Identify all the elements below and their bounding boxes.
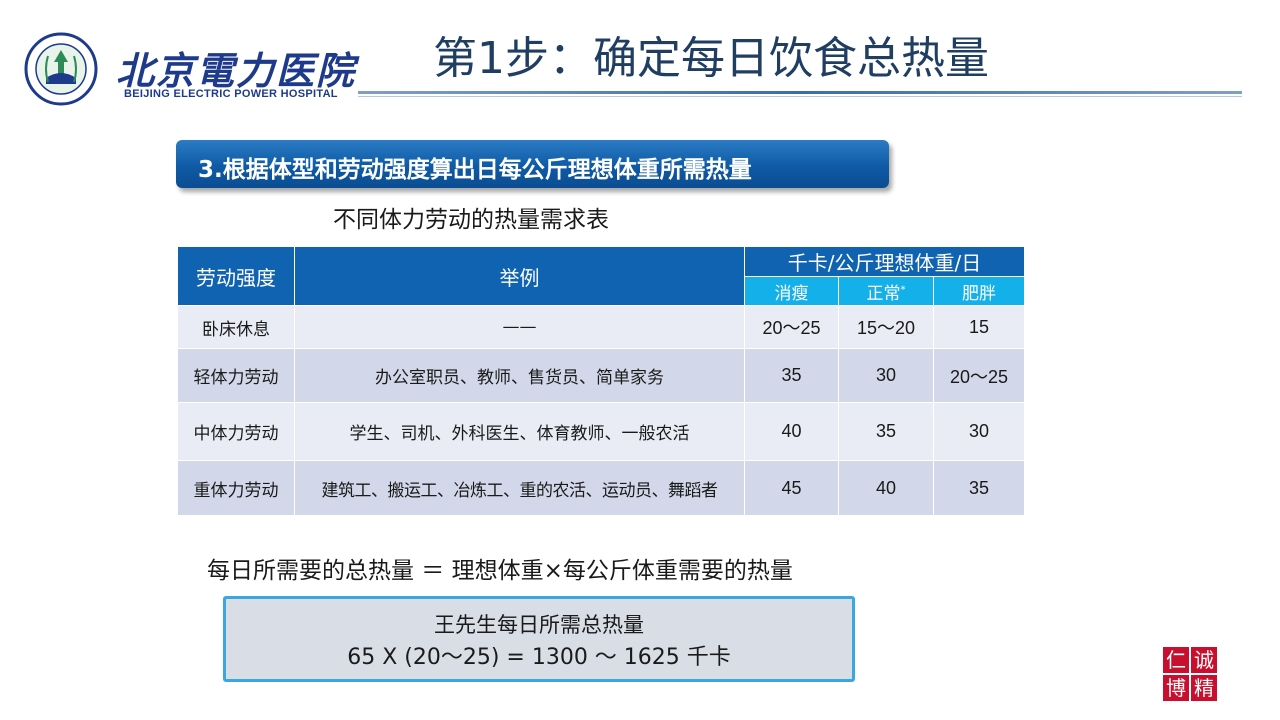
table-row: 轻体力劳动 办公室职员、教师、售货员、简单家务 35 30 20～25 <box>177 348 1025 403</box>
title-divider-thin <box>358 96 1242 97</box>
motto-seal: 仁 诚 博 精 <box>1163 647 1217 701</box>
cell-normal: 35 <box>838 402 934 461</box>
result-title: 王先生每日所需总热量 <box>434 613 644 637</box>
page-title: 第1步：确定每日饮食总热量 <box>433 33 989 84</box>
hospital-emblem-icon <box>24 32 98 106</box>
header-normal: 正常* <box>838 276 934 306</box>
cell-example: 建筑工、搬运工、冶炼工、重的农活、运动员、舞蹈者 <box>294 460 745 516</box>
seal-char: 诚 <box>1191 647 1217 673</box>
result-box: 王先生每日所需总热量 65 X (20～25) = 1300 ～ 1625 千卡 <box>223 596 855 682</box>
cell-example: 办公室职员、教师、售货员、简单家务 <box>294 348 745 403</box>
cell-fat: 15 <box>933 305 1025 349</box>
hospital-name-cn: 北京電力医院 <box>116 48 357 93</box>
cell-thin: 45 <box>744 460 839 516</box>
cell-intensity: 卧床休息 <box>177 305 295 349</box>
header-normal-mark: * <box>900 283 906 295</box>
table-caption: 不同体力劳动的热量需求表 <box>333 207 609 233</box>
cell-thin: 40 <box>744 402 839 461</box>
calorie-table: 劳动强度 举例 千卡/公斤理想体重/日 消瘦 正常* 肥胖 卧床休息 —— 20… <box>177 246 1025 516</box>
cell-intensity: 中体力劳动 <box>177 402 295 461</box>
table-row: 重体力劳动 建筑工、搬运工、冶炼工、重的农活、运动员、舞蹈者 45 40 35 <box>177 460 1025 516</box>
header-fat: 肥胖 <box>933 276 1025 306</box>
cell-normal: 15～20 <box>838 305 934 349</box>
cell-fat: 30 <box>933 402 1025 461</box>
seal-char: 博 <box>1163 675 1189 701</box>
cell-intensity: 重体力劳动 <box>177 460 295 516</box>
hospital-name-en: BEIJING ELECTRIC POWER HOSPITAL <box>124 88 338 100</box>
table-row: 卧床休息 —— 20～25 15～20 15 <box>177 305 1025 349</box>
section-banner-text: 3.根据体型和劳动强度算出日每公斤理想体重所需热量 <box>198 157 752 183</box>
cell-example: —— <box>294 305 745 349</box>
cell-thin: 35 <box>744 348 839 403</box>
cell-example: 学生、司机、外科医生、体育教师、一般农活 <box>294 402 745 461</box>
cell-normal: 30 <box>838 348 934 403</box>
cell-normal: 40 <box>838 460 934 516</box>
header-intensity: 劳动强度 <box>177 246 295 306</box>
cell-thin: 20～25 <box>744 305 839 349</box>
header-example: 举例 <box>294 246 745 306</box>
cell-intensity: 轻体力劳动 <box>177 348 295 403</box>
cell-fat: 20～25 <box>933 348 1025 403</box>
header-unit: 千卡/公斤理想体重/日 <box>744 246 1025 277</box>
formula-text: 每日所需要的总热量 ＝ 理想体重×每公斤体重需要的热量 <box>207 558 793 584</box>
seal-char: 精 <box>1191 675 1217 701</box>
seal-char: 仁 <box>1163 647 1189 673</box>
result-calculation: 65 X (20～25) = 1300 ～ 1625 千卡 <box>347 645 731 670</box>
header-normal-label: 正常 <box>866 283 901 304</box>
table-row: 中体力劳动 学生、司机、外科医生、体育教师、一般农活 40 35 30 <box>177 402 1025 461</box>
cell-fat: 35 <box>933 460 1025 516</box>
section-banner: 3.根据体型和劳动强度算出日每公斤理想体重所需热量 <box>176 140 889 188</box>
title-divider <box>358 91 1242 94</box>
header-thin: 消瘦 <box>744 276 839 306</box>
